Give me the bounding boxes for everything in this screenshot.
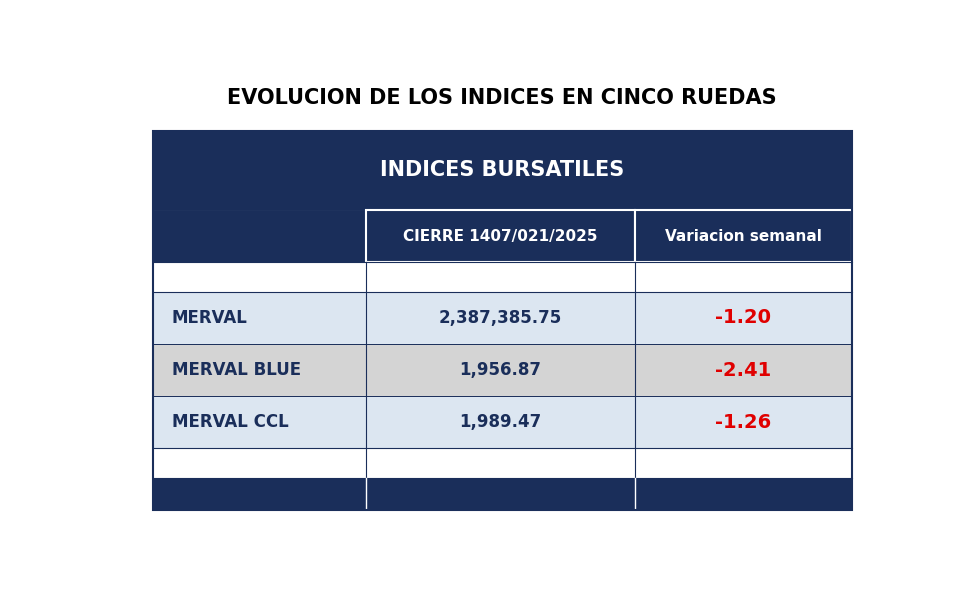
Text: EVOLUCION DE LOS INDICES EN CINCO RUEDAS: EVOLUCION DE LOS INDICES EN CINCO RUEDAS [227,88,777,108]
Text: 2,387,385.75: 2,387,385.75 [439,309,563,327]
Bar [153,210,852,262]
Text: INDICES BURSATILES: INDICES BURSATILES [380,160,624,181]
Text: 1,956.87: 1,956.87 [460,361,542,379]
Bar [153,478,852,510]
Bar [153,396,852,448]
Text: MERVAL BLUE: MERVAL BLUE [172,361,301,379]
Text: -1.26: -1.26 [715,413,771,432]
Bar [153,344,852,396]
Bar [153,262,852,292]
Text: -1.20: -1.20 [715,309,771,327]
Text: CIERRE 1407/021/2025: CIERRE 1407/021/2025 [403,229,598,243]
Bar [635,210,852,262]
Bar [153,448,852,478]
Text: Variacion semanal: Variacion semanal [664,229,822,243]
Text: MERVAL: MERVAL [172,309,248,327]
Text: 1,989.47: 1,989.47 [460,413,542,431]
Text: -2.41: -2.41 [715,361,771,379]
Text: MERVAL CCL: MERVAL CCL [172,413,289,431]
Bar [153,292,852,344]
Bar [153,130,852,510]
Bar [153,130,852,210]
Bar [366,210,635,262]
